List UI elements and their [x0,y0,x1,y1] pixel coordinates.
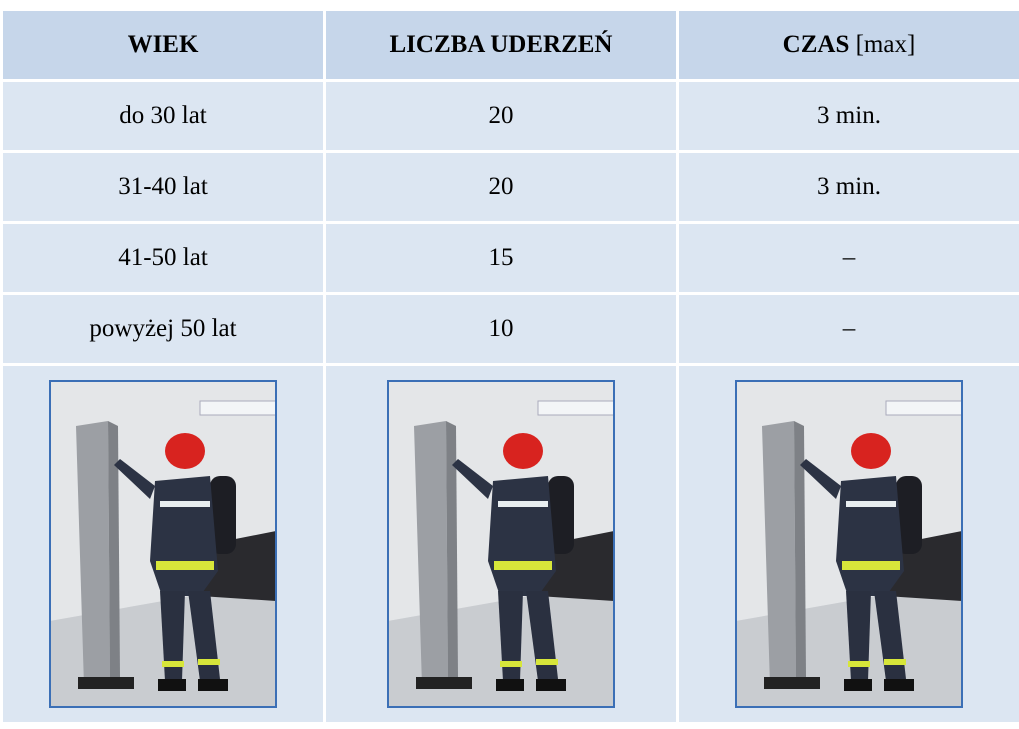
table-cell: 20 [325,81,678,152]
header-cell: LICZBA UDERZEŃ [325,10,678,81]
table-cell: – [678,223,1019,294]
table: WIEK LICZBA UDERZEŃ CZAS [max] do 30 lat… [0,8,1019,725]
table-cell: do 30 lat [2,81,325,152]
header-cell: WIEK [2,10,325,81]
table-cell: 20 [325,152,678,223]
photo-cell [678,365,1019,724]
table-cell: 15 [325,223,678,294]
table-cell: 3 min. [678,152,1019,223]
photo-cell [2,365,325,724]
header-cell: CZAS [max] [678,10,1019,81]
table-cell: 41-50 lat [2,223,325,294]
table-cell: 10 [325,294,678,365]
page: WIEK LICZBA UDERZEŃ CZAS [max] do 30 lat… [0,0,1019,729]
table-cell: – [678,294,1019,365]
photo-row [2,365,1019,724]
table-cell: powyżej 50 lat [2,294,325,365]
header-normal: [max] [856,31,916,58]
header-row: WIEK LICZBA UDERZEŃ CZAS [max] [2,10,1019,81]
table-cell: 3 min. [678,81,1019,152]
photo [49,380,277,708]
photo-cell [325,365,678,724]
header-bold: CZAS [783,31,850,58]
photo [387,380,615,708]
table-cell: 31-40 lat [2,152,325,223]
photo [735,380,963,708]
